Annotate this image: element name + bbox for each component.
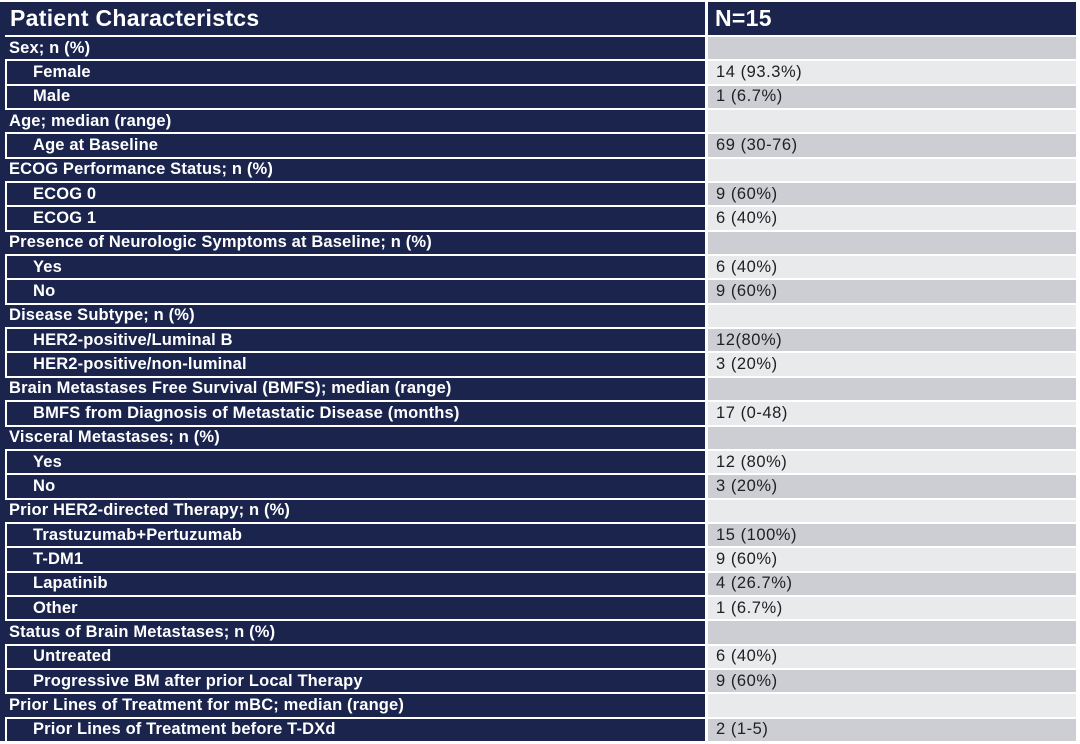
item-row: Other 1 (6.7%)	[5, 594, 1076, 620]
section-row: Visceral Metastases; n (%)	[5, 424, 1076, 449]
table-header-n-count: N=15	[708, 2, 1076, 35]
item-row: BMFS from Diagnosis of Metastatic Diseas…	[5, 400, 1076, 425]
table-header-row: Patient Characteristcs N=15	[5, 2, 1076, 35]
row-label: Yes	[5, 450, 708, 474]
row-label: Sex; n (%)	[5, 37, 708, 60]
row-value	[708, 37, 1076, 60]
row-value: 6 (40%)	[708, 256, 1076, 279]
row-label: ECOG 1	[5, 207, 708, 230]
row-value: 1 (6.7%)	[708, 596, 1076, 620]
item-row: Prior Lines of Treatment before T-DXd 2 (…	[5, 716, 1076, 741]
section-row: Disease Subtype; n (%)	[5, 302, 1076, 328]
item-row: Lapatinib 4 (26.7%)	[5, 570, 1076, 595]
row-label: Brain Metastases Free Survival (BMFS); m…	[5, 377, 708, 401]
item-row: Yes 12 (80%)	[5, 448, 1076, 474]
row-value: 9 (60%)	[708, 548, 1076, 571]
row-label: Presence of Neurologic Symptoms at Basel…	[5, 231, 708, 255]
row-value: 2 (1-5)	[708, 718, 1076, 741]
row-label: Disease Subtype; n (%)	[5, 304, 708, 328]
row-label: No	[5, 475, 708, 498]
row-value	[708, 426, 1076, 449]
row-value: 14 (93.3%)	[708, 61, 1076, 84]
row-label: Other	[5, 596, 708, 620]
item-row: Age at Baseline 69 (30-76)	[5, 132, 1076, 157]
section-row: Prior Lines of Treatment for mBC; median…	[5, 692, 1076, 717]
row-label: Lapatinib	[5, 572, 708, 595]
row-value: 4 (26.7%)	[708, 572, 1076, 595]
row-value: 6 (40%)	[708, 207, 1076, 230]
row-value: 12(80%)	[708, 329, 1076, 352]
row-label: Prior HER2-directed Therapy; n (%)	[5, 499, 708, 522]
row-value	[708, 158, 1076, 182]
item-row: Male 1 (6.7%)	[5, 83, 1076, 109]
row-label: Female	[5, 61, 708, 84]
row-value: 15 (100%)	[708, 523, 1076, 547]
row-value	[708, 694, 1076, 717]
section-row: Age; median (range)	[5, 108, 1076, 133]
item-row: T-DM1 9 (60%)	[5, 546, 1076, 571]
row-label: T-DM1	[5, 548, 708, 571]
section-row: ECOG Performance Status; n (%)	[5, 156, 1076, 182]
row-label: ECOG Performance Status; n (%)	[5, 158, 708, 182]
section-row: Sex; n (%)	[5, 35, 1076, 60]
row-label: No	[5, 280, 708, 303]
row-value: 69 (30-76)	[708, 134, 1076, 157]
item-row: Trastuzumab+Pertuzumab 15 (100%)	[5, 521, 1076, 547]
row-label: ECOG 0	[5, 183, 708, 206]
row-label: Prior Lines of Treatment before T-DXd	[5, 718, 708, 741]
row-value: 1 (6.7%)	[708, 85, 1076, 109]
row-value	[708, 621, 1076, 644]
row-value	[708, 231, 1076, 255]
row-label: Age; median (range)	[5, 110, 708, 133]
item-row: Yes 6 (40%)	[5, 254, 1076, 279]
item-row: No 3 (20%)	[5, 473, 1076, 498]
row-value: 9 (60%)	[708, 280, 1076, 303]
item-row: Female 14 (93.3%)	[5, 59, 1076, 84]
row-label: HER2-positive/non-luminal	[5, 353, 708, 376]
row-value	[708, 377, 1076, 401]
row-value	[708, 110, 1076, 133]
row-label: Male	[5, 85, 708, 109]
row-value: 9 (60%)	[708, 669, 1076, 693]
row-label: HER2-positive/Luminal B	[5, 329, 708, 352]
row-label: Progressive BM after prior Local Therapy	[5, 669, 708, 693]
item-row: HER2-positive/Luminal B 12(80%)	[5, 327, 1076, 352]
row-value: 3 (20%)	[708, 353, 1076, 376]
table-title: Patient Characteristcs	[5, 2, 708, 35]
item-row: Untreated 6 (40%)	[5, 643, 1076, 668]
table-rows: Sex; n (%) Female 14 (93.3%) Male 1 (6.7%) Ag…	[5, 35, 1076, 741]
section-row: Presence of Neurologic Symptoms at Basel…	[5, 229, 1076, 255]
row-label: BMFS from Diagnosis of Metastatic Diseas…	[5, 402, 708, 425]
item-row: Progressive BM after prior Local Therapy…	[5, 667, 1076, 693]
section-row: Brain Metastases Free Survival (BMFS); m…	[5, 375, 1076, 401]
row-label: Prior Lines of Treatment for mBC; median…	[5, 694, 708, 717]
item-row: HER2-positive/non-luminal 3 (20%)	[5, 351, 1076, 376]
row-label: Visceral Metastases; n (%)	[5, 426, 708, 449]
row-label: Status of Brain Metastases; n (%)	[5, 621, 708, 644]
row-label: Trastuzumab+Pertuzumab	[5, 523, 708, 547]
row-value	[708, 304, 1076, 328]
row-value: 17 (0-48)	[708, 402, 1076, 425]
row-value: 6 (40%)	[708, 645, 1076, 668]
row-value: 12 (80%)	[708, 450, 1076, 474]
row-label: Age at Baseline	[5, 134, 708, 157]
row-value	[708, 499, 1076, 522]
row-label: Yes	[5, 256, 708, 279]
section-row: Status of Brain Metastases; n (%)	[5, 619, 1076, 644]
row-value: 9 (60%)	[708, 183, 1076, 206]
section-row: Prior HER2-directed Therapy; n (%)	[5, 497, 1076, 522]
row-value: 3 (20%)	[708, 475, 1076, 498]
row-label: Untreated	[5, 645, 708, 668]
item-row: No 9 (60%)	[5, 278, 1076, 303]
